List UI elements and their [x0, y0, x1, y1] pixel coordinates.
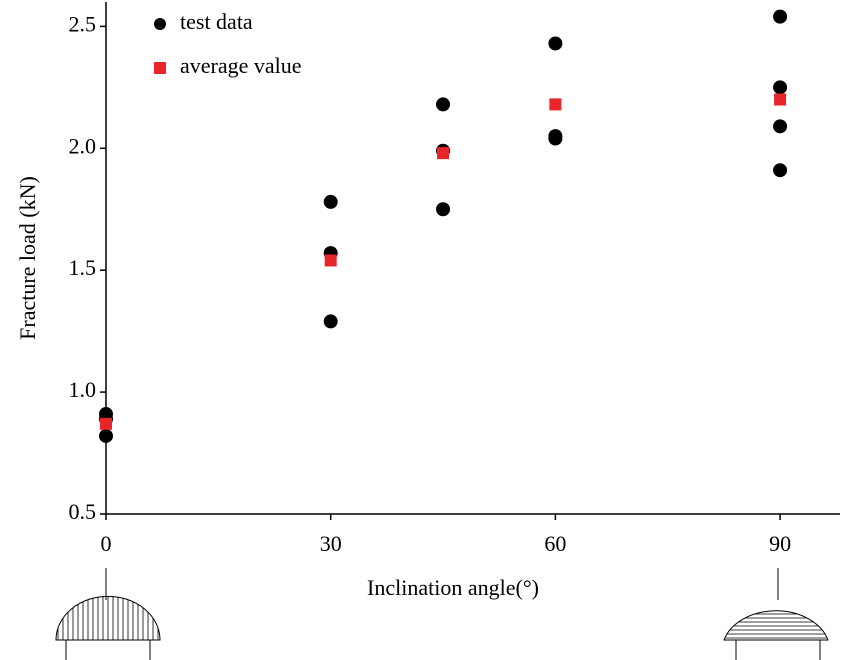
legend-label: test data [180, 9, 253, 34]
point [436, 97, 450, 111]
point [324, 195, 338, 209]
legend-marker [154, 18, 166, 30]
point [325, 254, 337, 266]
x-tick-label: 60 [544, 531, 566, 556]
point [773, 119, 787, 133]
page: 0.5 1.0 1.5 2.0 2.5 0 30 60 90 Inclination angle(… [0, 0, 842, 660]
point [436, 202, 450, 216]
point [773, 10, 787, 24]
y-axis-label: Fracture load (kN) [15, 176, 40, 340]
point [773, 163, 787, 177]
x-tick-label: 30 [320, 531, 342, 556]
point [324, 314, 338, 328]
point [773, 80, 787, 94]
y-tick-label: 2.0 [69, 133, 97, 158]
point [548, 36, 562, 50]
legend-marker [154, 62, 166, 74]
point [774, 94, 786, 106]
legend-label: average value [180, 53, 302, 78]
x-axis-label: Inclination angle(°) [367, 575, 539, 600]
y-tick-label: 1.5 [69, 255, 97, 280]
point [548, 132, 562, 146]
x-tick-label: 0 [101, 531, 112, 556]
y-tick-label: 2.5 [69, 11, 97, 36]
y-tick-label: 1.0 [69, 377, 97, 402]
point [549, 98, 561, 110]
chart: 0.5 1.0 1.5 2.0 2.5 0 30 60 90 Inclination angle(… [0, 0, 842, 660]
point [100, 418, 112, 430]
point [437, 147, 449, 159]
y-tick-label: 0.5 [69, 499, 97, 524]
x-tick-label: 90 [769, 531, 791, 556]
point [99, 429, 113, 443]
